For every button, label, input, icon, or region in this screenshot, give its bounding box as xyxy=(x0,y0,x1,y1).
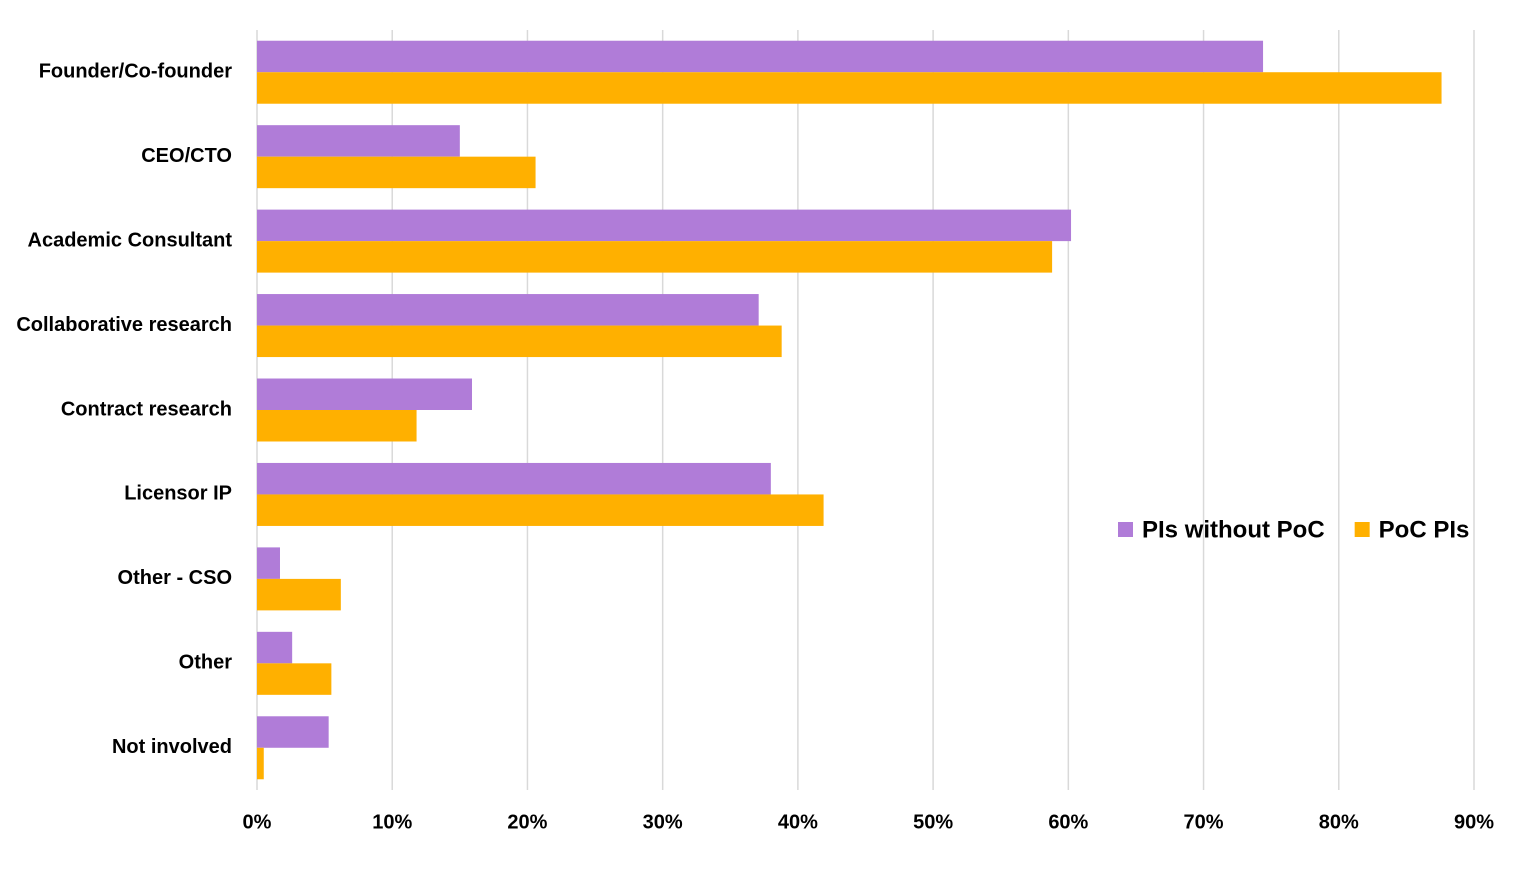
legend-swatch xyxy=(1118,522,1133,537)
x-tick-label: 60% xyxy=(1048,811,1088,833)
bar xyxy=(257,156,536,189)
y-tick-label: Collaborative research xyxy=(16,314,232,336)
bar xyxy=(257,716,329,748)
bar xyxy=(257,209,1072,242)
y-tick-label: Founder/Co-founder xyxy=(39,61,233,83)
legend-label: PIs without PoC xyxy=(1142,516,1325,543)
y-tick-label: Academic Consultant xyxy=(28,229,233,251)
bar xyxy=(257,547,280,579)
x-tick-label: 50% xyxy=(913,811,953,833)
x-tick-label: 40% xyxy=(778,811,818,833)
x-tick-label: 0% xyxy=(243,811,272,833)
x-tick-label: 30% xyxy=(643,811,683,833)
bar xyxy=(257,294,759,326)
bar xyxy=(257,462,771,495)
x-tick-label: 20% xyxy=(507,811,547,833)
x-tick-label: 70% xyxy=(1184,811,1224,833)
y-tick-label: Not involved xyxy=(112,736,232,758)
y-tick-label: Licensor IP xyxy=(124,483,232,505)
y-tick-label: CEO/CTO xyxy=(141,145,232,167)
bar xyxy=(257,494,824,526)
y-tick-label: Other - CSO xyxy=(118,567,232,589)
bar xyxy=(257,747,264,780)
bar xyxy=(257,40,1264,73)
bar xyxy=(257,631,293,664)
bar xyxy=(257,410,417,442)
legend-label: PoC PIs xyxy=(1379,516,1470,543)
y-tick-label: Other xyxy=(179,652,233,674)
legend-swatch xyxy=(1354,522,1370,537)
x-tick-label: 10% xyxy=(372,811,412,833)
bar xyxy=(257,241,1053,273)
x-tick-label: 90% xyxy=(1454,811,1494,833)
y-tick-label: Contract research xyxy=(61,398,232,420)
bar xyxy=(257,378,473,410)
bar xyxy=(257,325,782,358)
bar xyxy=(257,663,332,695)
bar xyxy=(257,125,460,157)
bar xyxy=(257,578,341,611)
bar xyxy=(257,72,1442,104)
x-tick-label: 80% xyxy=(1319,811,1359,833)
